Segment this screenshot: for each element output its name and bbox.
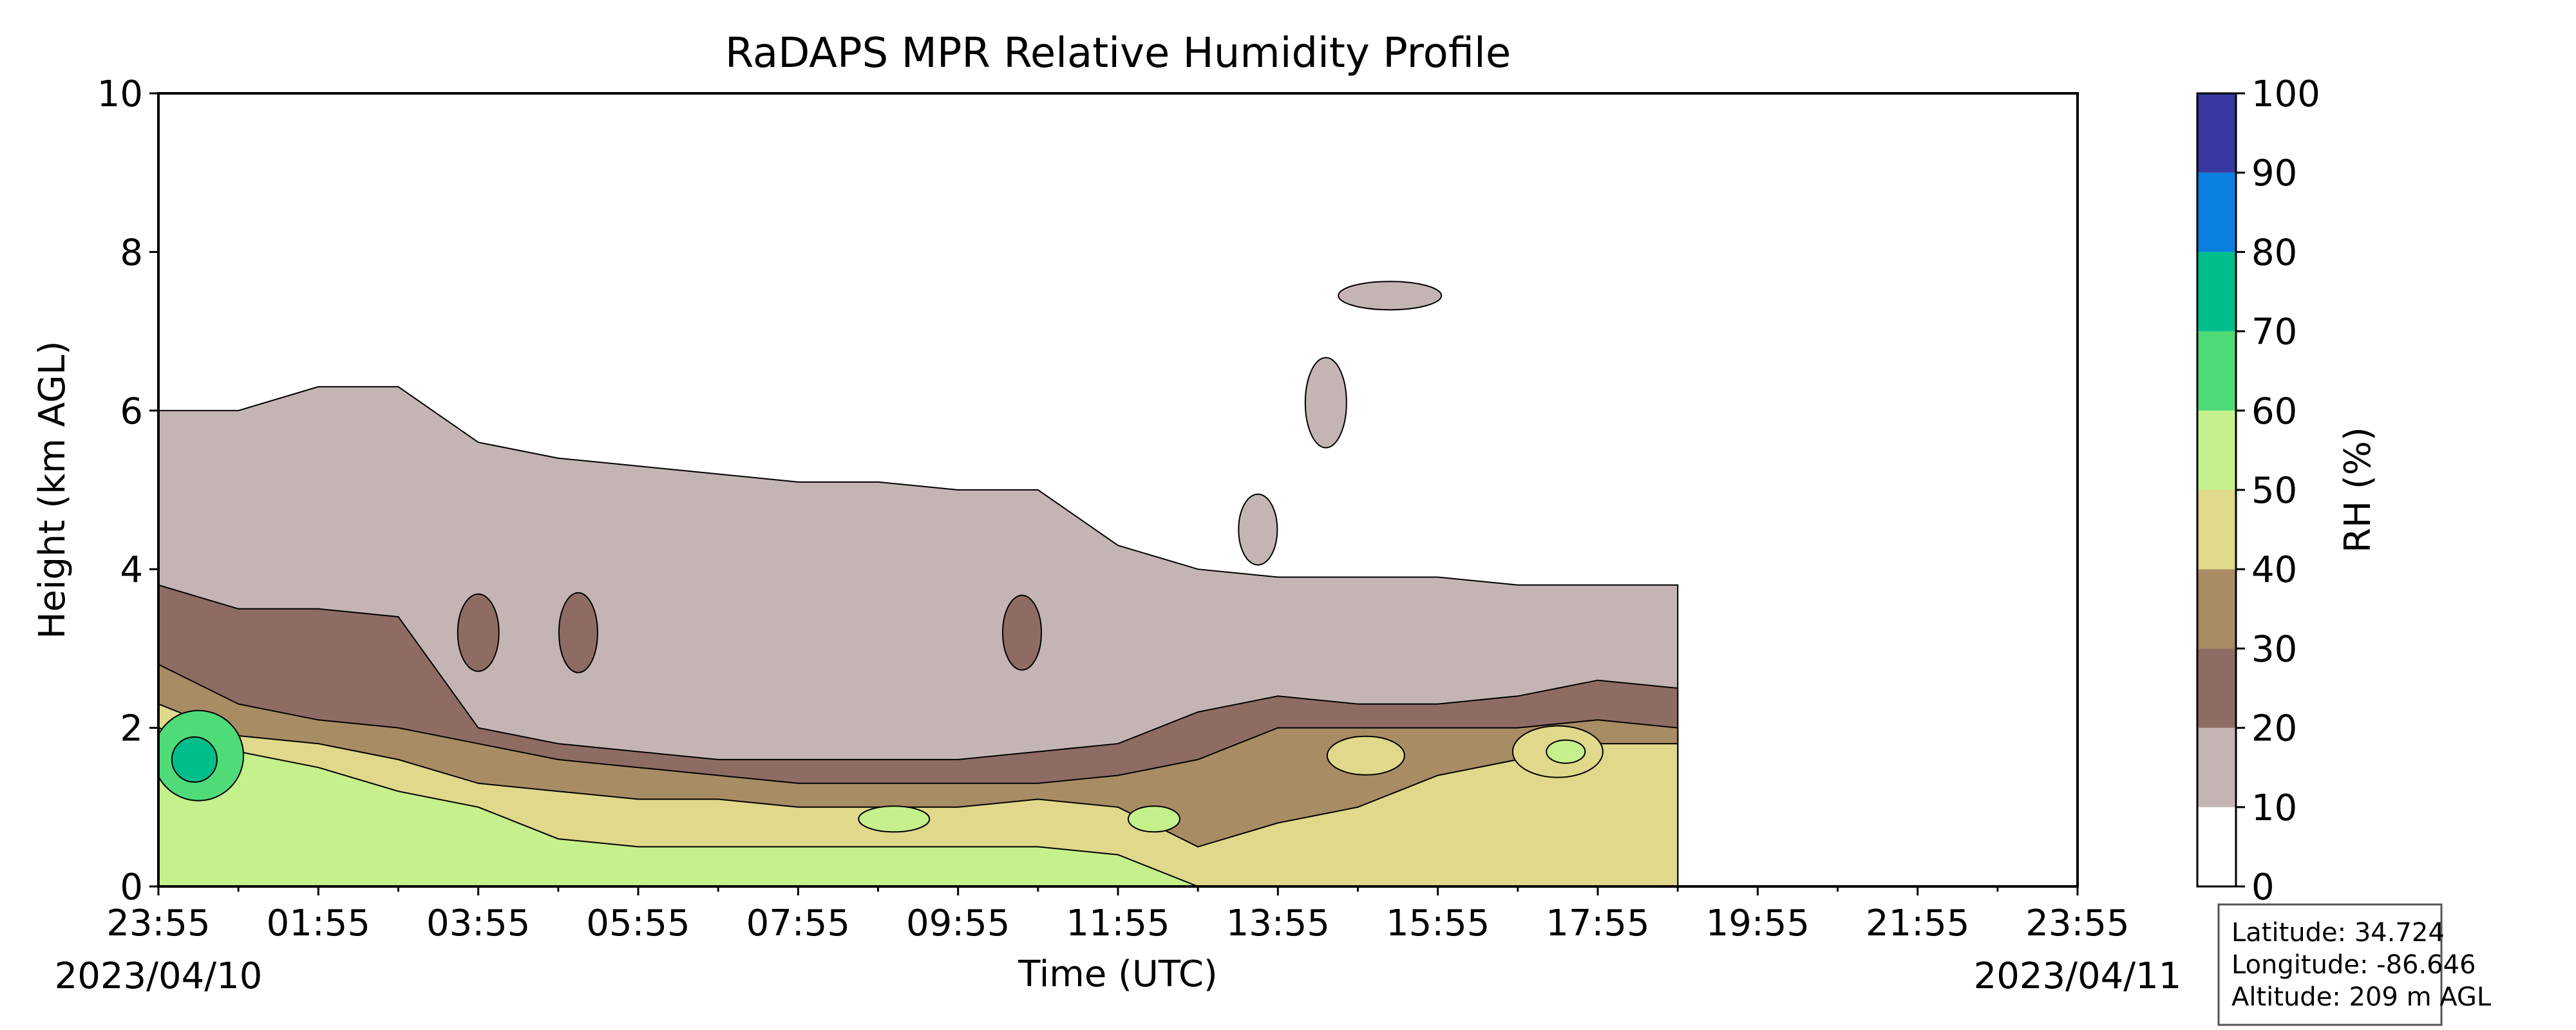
colorbar-tick-label: 50 (2251, 470, 2297, 512)
colorbar-tick-label: 0 (2251, 866, 2275, 908)
x-axis: 23:55 01:55 03:55 05:55 07:55 09:55 11:55 13:55… (106, 886, 2130, 944)
colorbar-cell (2197, 807, 2236, 886)
chart-title: RaDAPS MPR Relative Humidity Profile (725, 30, 1511, 77)
rh-20-30-cell (558, 592, 598, 673)
x-tick-label: 09:55 (906, 903, 1010, 944)
info-box: Latitude: 34.724 Longitude: -86.646 Alti… (2217, 903, 2492, 1026)
colorbar-cell (2197, 569, 2236, 649)
y-tick-label: 0 (120, 866, 143, 908)
rh-70-80-region (171, 736, 218, 783)
rh-10-20-cell (1238, 493, 1278, 566)
x-tick-label: 03:55 (426, 903, 530, 944)
x-tick-label: 13:55 (1226, 903, 1330, 944)
x-tick-label: 21:55 (1866, 903, 1969, 944)
info-box-frame (2217, 903, 2443, 1026)
colorbar-tick-label: 90 (2251, 153, 2297, 194)
colorbar-cell (2197, 648, 2236, 728)
rh-10-20-cell (1304, 357, 1347, 449)
rh-50-60-cell (858, 805, 931, 833)
colorbar-label: RH (%) (2337, 427, 2379, 553)
altitude-text: Altitude: 209 m AGL (2231, 982, 2492, 1012)
x-tick-label: 07:55 (746, 903, 850, 944)
rh-contour-fill (158, 281, 1679, 886)
y-tick-label: 2 (120, 708, 143, 750)
x-tick-label: 19:55 (1706, 903, 1810, 944)
colorbar-tick-label: 20 (2251, 708, 2297, 750)
colorbar-cell (2197, 410, 2236, 490)
longitude-text: Longitude: -86.646 (2231, 950, 2476, 980)
rh-20-30-cell (457, 593, 500, 672)
rh-20-30-cell (1002, 594, 1042, 671)
colorbar-tick-label: 70 (2251, 312, 2297, 353)
plot-area (157, 92, 2079, 888)
colorbar-tick-label: 60 (2251, 391, 2297, 433)
colorbar-tick-label: 10 (2251, 787, 2297, 829)
rh-50-60-cell (1546, 739, 1586, 764)
colorbar-tick-label: 30 (2251, 628, 2297, 670)
rh-10-20-cell (1338, 281, 1443, 311)
rh-40-50-cell (1326, 735, 1405, 776)
colorbar-cell (2197, 252, 2236, 332)
end-date-label: 2023/04/11 (1974, 955, 2182, 997)
y-axis-label: Height (km AGL) (32, 341, 73, 639)
start-date-label: 2023/04/10 (55, 955, 263, 997)
colorbar-tick-label: 80 (2251, 232, 2297, 274)
y-axis: 0 2 4 6 8 10 (97, 73, 158, 908)
x-axis-label: Time (UTC) (1018, 953, 1218, 995)
x-tick-label: 11:55 (1066, 903, 1170, 944)
rh-50-60-cell (1127, 805, 1180, 833)
y-tick-label: 10 (97, 73, 143, 115)
colorbar-cell (2197, 93, 2236, 173)
y-tick-label: 8 (120, 232, 143, 274)
x-tick-label: 23:55 (2025, 903, 2129, 944)
x-tick-label: 05:55 (586, 903, 690, 944)
colorbar-cell (2197, 490, 2236, 570)
x-tick-label: 17:55 (1546, 903, 1649, 944)
rh-50-60-band (158, 727, 1678, 886)
colorbar-cell (2197, 173, 2236, 252)
x-tick-label: 01:55 (267, 903, 370, 944)
x-tick-label: 23:55 (106, 903, 210, 944)
y-tick-label: 4 (120, 549, 143, 591)
x-tick-label: 15:55 (1386, 903, 1490, 944)
colorbar: 0 10 20 30 40 50 60 70 80 90 100 RH (%) (2196, 73, 2379, 908)
y-tick-label: 6 (120, 391, 143, 433)
colorbar-tick-label: 40 (2251, 549, 2297, 591)
latitude-text: Latitude: 34.724 (2231, 918, 2445, 948)
colorbar-cell (2197, 727, 2236, 807)
colorbar-tick-label: 100 (2251, 73, 2320, 115)
colorbar-cell (2197, 331, 2236, 411)
